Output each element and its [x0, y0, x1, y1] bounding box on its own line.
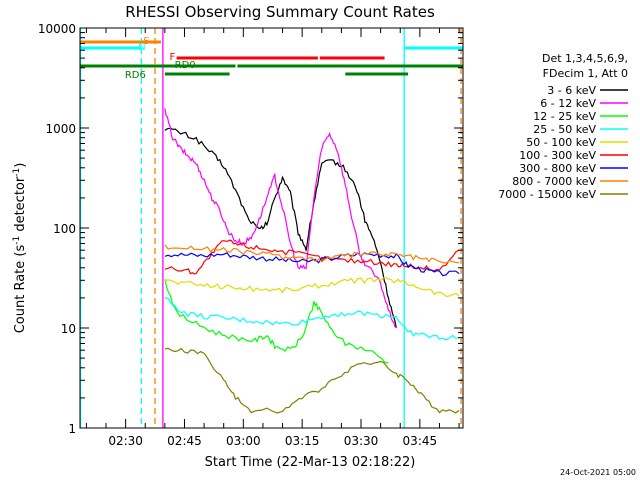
y-tick-label: 1000	[45, 122, 76, 136]
legend-entry-label: 12 - 25 keV	[533, 110, 596, 123]
legend-entry-label: 7000 - 15000 keV	[498, 188, 596, 201]
state-label: N	[138, 42, 145, 53]
series-line	[164, 127, 397, 329]
x-tick-label: 03:00	[226, 434, 261, 448]
footer-date: 24-Oct-2021 05:00	[560, 468, 636, 477]
series-line	[164, 277, 460, 298]
y-tick-label: 10000	[38, 22, 76, 36]
series-line	[164, 252, 460, 277]
x-tick-label: 03:15	[285, 434, 320, 448]
y-tick-label: 1	[68, 422, 76, 436]
series-line	[164, 347, 460, 414]
plot-inner	[80, 28, 463, 428]
legend-entry-label: 50 - 100 keV	[526, 136, 596, 149]
series-line	[164, 279, 389, 364]
state-label: RD0	[175, 60, 196, 71]
y-axis-label-sup: -1	[12, 236, 22, 245]
y-tick-label: 10	[61, 322, 76, 336]
x-tick-label: 03:45	[403, 434, 438, 448]
legend-entry-label: 300 - 800 keV	[519, 162, 596, 175]
legend-entry-label: 25 - 50 keV	[533, 123, 596, 136]
legend-header-line: Det 1,3,4,5,6,9,	[542, 52, 628, 65]
legend: Det 1,3,4,5,6,9, FDecim 1, Att 0 3 - 6 k…	[498, 52, 628, 201]
y-axis-label-part: )	[13, 163, 28, 168]
y-axis-label: Count Rate (s-1 detector-1)	[12, 163, 28, 334]
series-line	[164, 297, 460, 341]
state-label: S	[143, 36, 149, 47]
series-line	[164, 244, 460, 264]
state-label: RD6	[125, 70, 146, 81]
y-axis-label-sup: -1	[12, 168, 22, 177]
y-tick-label: 100	[53, 222, 76, 236]
legend-entry-label: 100 - 300 keV	[519, 149, 596, 162]
legend-entry-label: 3 - 6 keV	[547, 84, 596, 97]
x-tick-label: 02:45	[167, 434, 202, 448]
series-line	[164, 108, 397, 329]
x-axis-label: Start Time (22-Mar-13 02:18:22)	[205, 455, 416, 470]
legend-header-line: FDecim 1, Att 0	[543, 67, 628, 80]
legend-entry-label: 800 - 7000 keV	[512, 175, 596, 188]
y-axis-label-part: Count Rate (s	[13, 245, 28, 334]
state-label: F	[170, 52, 176, 63]
legend-entry-label: 6 - 12 keV	[540, 97, 596, 110]
y-axis-label-part: detector	[13, 176, 28, 236]
axes: 1 10 100 1000 10000 02:30 02:45 03:00 03:15 03:30…	[38, 22, 464, 448]
chart-title: RHESSI Observing Summary Count Rates	[125, 3, 435, 21]
x-tick-label: 02:30	[108, 434, 143, 448]
x-tick-label: 03:30	[344, 434, 379, 448]
